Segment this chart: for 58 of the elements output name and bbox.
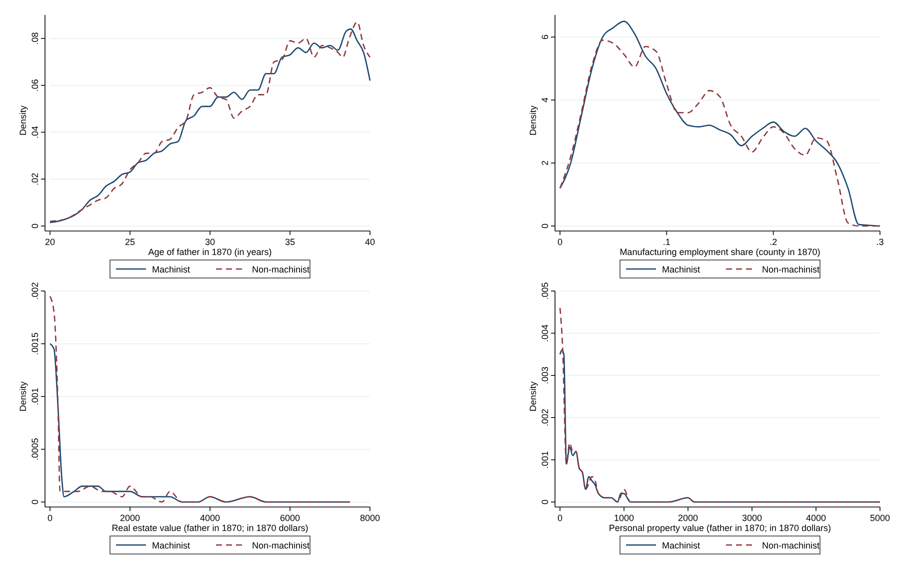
x-tick-label: 8000 <box>360 513 380 523</box>
x-tick-label: 0 <box>47 513 53 523</box>
line-series <box>559 307 881 503</box>
x-tick-label: .1 <box>662 237 670 247</box>
x-tick-label: 1000 <box>614 513 634 523</box>
y-tick-label: 2 <box>540 160 550 166</box>
y-tick-label: .02 <box>30 172 40 186</box>
legend-label: Machinist <box>662 540 701 550</box>
y-axis-title: Density <box>528 381 538 412</box>
y-tick-label: 6 <box>540 34 550 40</box>
y-tick-label: .001 <box>30 388 40 406</box>
legend-label: Machinist <box>152 264 191 274</box>
x-tick-label: 35 <box>284 237 296 247</box>
y-tick-label: .002 <box>30 282 40 300</box>
y-tick-label: 0 <box>30 499 40 505</box>
y-tick-label: .0015 <box>30 332 40 356</box>
y-tick-label: 0 <box>540 223 550 229</box>
y-tick-label: .06 <box>30 79 40 92</box>
legend-label: Machinist <box>152 540 191 550</box>
x-axis-title: Real estate value (father in 1870; in 1870 dollars) <box>112 523 308 533</box>
y-axis-title: Density <box>528 105 538 136</box>
y-tick-label: .04 <box>30 126 40 138</box>
x-tick-label: 25 <box>124 237 136 247</box>
x-tick-label: 3000 <box>742 513 762 523</box>
legend-label: Non-machinist <box>762 264 820 274</box>
legend-label: Non-machinist <box>762 540 820 550</box>
y-tick-label: .002 <box>540 408 550 426</box>
x-axis-title: Personal property value (father in 1870; in 1870 dollars) <box>608 523 832 533</box>
y-tick-label: 0 <box>30 223 40 229</box>
legend-label: Non-machinist <box>252 540 310 550</box>
x-tick-label: 2000 <box>678 513 698 523</box>
x-tick-label: .3 <box>876 237 884 247</box>
y-tick-label: 0 <box>540 499 550 505</box>
x-tick-label: 30 <box>204 237 216 247</box>
y-tick-label: .0005 <box>30 438 40 461</box>
line-series <box>49 296 351 503</box>
legend-label: Non-machinist <box>252 264 310 274</box>
x-tick-label: 2000 <box>120 513 140 523</box>
x-tick-label: 4000 <box>806 513 826 523</box>
y-tick-label: .001 <box>540 451 550 469</box>
y-axis-title: Density <box>18 105 28 136</box>
x-tick-label: 4000 <box>200 513 220 523</box>
y-tick-label: .003 <box>540 366 550 384</box>
y-tick-label: .08 <box>30 32 40 45</box>
y-axis-title: Density <box>18 381 28 412</box>
x-axis-title: Age of father in 1870 (in years) <box>148 247 272 257</box>
y-tick-label: 4 <box>540 98 550 103</box>
x-tick-label: .2 <box>770 237 778 247</box>
y-tick-label: .005 <box>540 282 550 300</box>
x-tick-label: 5000 <box>870 513 890 523</box>
legend-label: Machinist <box>662 264 701 274</box>
x-tick-label: 0 <box>557 237 563 247</box>
x-tick-label: 40 <box>364 237 376 247</box>
x-tick-label: 20 <box>44 237 56 247</box>
y-tick-label: .004 <box>540 324 550 342</box>
x-axis-title: Manufacturing employment share (county in 1870) <box>620 247 820 257</box>
x-tick-label: 6000 <box>280 513 300 523</box>
x-tick-label: 0 <box>557 513 563 523</box>
